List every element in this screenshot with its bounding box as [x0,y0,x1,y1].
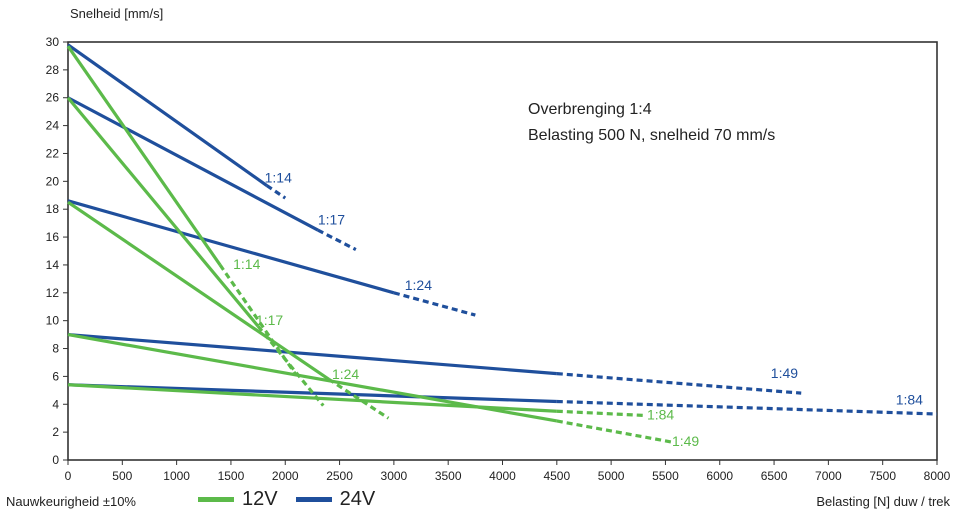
x-tick-label: 0 [65,469,72,483]
series-label-24v-1-84: 1:84 [896,391,923,407]
legend-item-12v: 12V [198,488,278,511]
series-24v-1-84-dashed [556,399,938,416]
accuracy-note: Nauwkeurigheid ±10% [6,494,136,509]
y-tick-label: 22 [46,146,60,160]
series-12v-1-24-dashed [327,377,390,420]
y-tick-label: 2 [52,425,59,439]
x-tick-label: 1000 [163,469,190,483]
series-12v-1-14-dashed [218,264,298,376]
series-12v-1-84-dashed [556,409,644,418]
y-tick-label: 10 [46,314,60,328]
series-24v-1-17-solid [67,96,319,232]
series-label-24v-1-49: 1:49 [771,365,798,381]
x-tick-label: 4000 [489,469,516,483]
series-label-12v-1-49: 1:49 [672,433,699,449]
y-tick-label: 14 [46,258,60,272]
y-tick-label: 12 [46,286,60,300]
y-tick-label: 6 [52,369,59,383]
series-12v-1-24-solid [67,200,330,381]
series-12v-1-49-dashed [556,419,672,444]
series-label-24v-1-24: 1:24 [405,277,432,293]
x-tick-label: 2500 [326,469,353,483]
series-12v-1-14-solid [66,45,222,266]
y-tick-label: 4 [52,397,59,411]
x-tick-label: 5000 [598,469,625,483]
x-tick-label: 6000 [706,469,733,483]
annotation-line-2: Belasting 500 N, snelheid 70 mm/s [528,127,776,144]
y-tick-label: 0 [52,453,59,467]
series-24v-1-24-dashed [393,291,476,317]
x-tick-label: 3500 [435,469,462,483]
x-axis-label: Belasting [N] duw / trek [816,494,950,509]
x-tick-label: 3000 [381,469,408,483]
series-label-12v-1-24: 1:24 [332,366,359,382]
annotation-box: Overbrenging 1:4 Belasting 500 N, snelhe… [528,97,775,149]
series-24v-1-14-dashed [265,184,287,200]
y-tick-label: 26 [46,91,60,105]
series-label-12v-1-14: 1:14 [233,256,260,272]
series-24v-1-17-dashed [317,228,357,252]
y-tick-label: 30 [46,35,60,49]
legend-swatch-12v [198,497,234,502]
series-label-24v-1-14: 1:14 [265,170,292,186]
series-24v-1-49-solid [67,333,557,376]
x-tick-label: 7500 [869,469,896,483]
series-label-24v-1-17: 1:17 [318,212,345,228]
legend-item-24v: 24V [295,488,376,511]
series-12v-1-84-solid [67,383,557,413]
plot-frame [67,41,938,461]
series-24v-1-49-dashed [556,372,802,395]
y-tick-label: 28 [46,63,60,77]
x-tick-label: 7000 [815,469,842,483]
y-tick-label: 8 [52,342,59,356]
series-24v-1-24-solid [67,199,395,295]
x-tick-label: 4500 [543,469,570,483]
series-12v-1-17-dashed [256,325,325,407]
x-tick-label: 500 [112,469,132,483]
x-tick-label: 8000 [924,469,951,483]
series-label-12v-1-84: 1:84 [647,407,674,423]
x-tick-label: 2000 [272,469,299,483]
y-tick-label: 20 [46,174,60,188]
y-tick-label: 18 [46,202,60,216]
y-tick-label: 24 [46,119,60,133]
series-24v-1-84-solid [67,383,557,404]
legend-label-24v: 24V [339,488,376,510]
legend: 12V 24V [198,488,375,511]
legend-label-12v: 12V [242,488,278,510]
x-tick-label: 5500 [652,469,679,483]
annotation-line-1: Overbrenging 1:4 [528,101,652,118]
series-24v-1-14-solid [67,43,268,187]
y-tick-label: 16 [46,230,60,244]
y-axis-label: Snelheid [mm/s] [70,6,164,21]
series-12v-1-17-solid [66,96,260,328]
series-label-12v-1-17: 1:17 [256,312,283,328]
x-tick-label: 1500 [218,469,245,483]
x-tick-label: 6500 [761,469,788,483]
legend-swatch-24v [295,497,332,502]
